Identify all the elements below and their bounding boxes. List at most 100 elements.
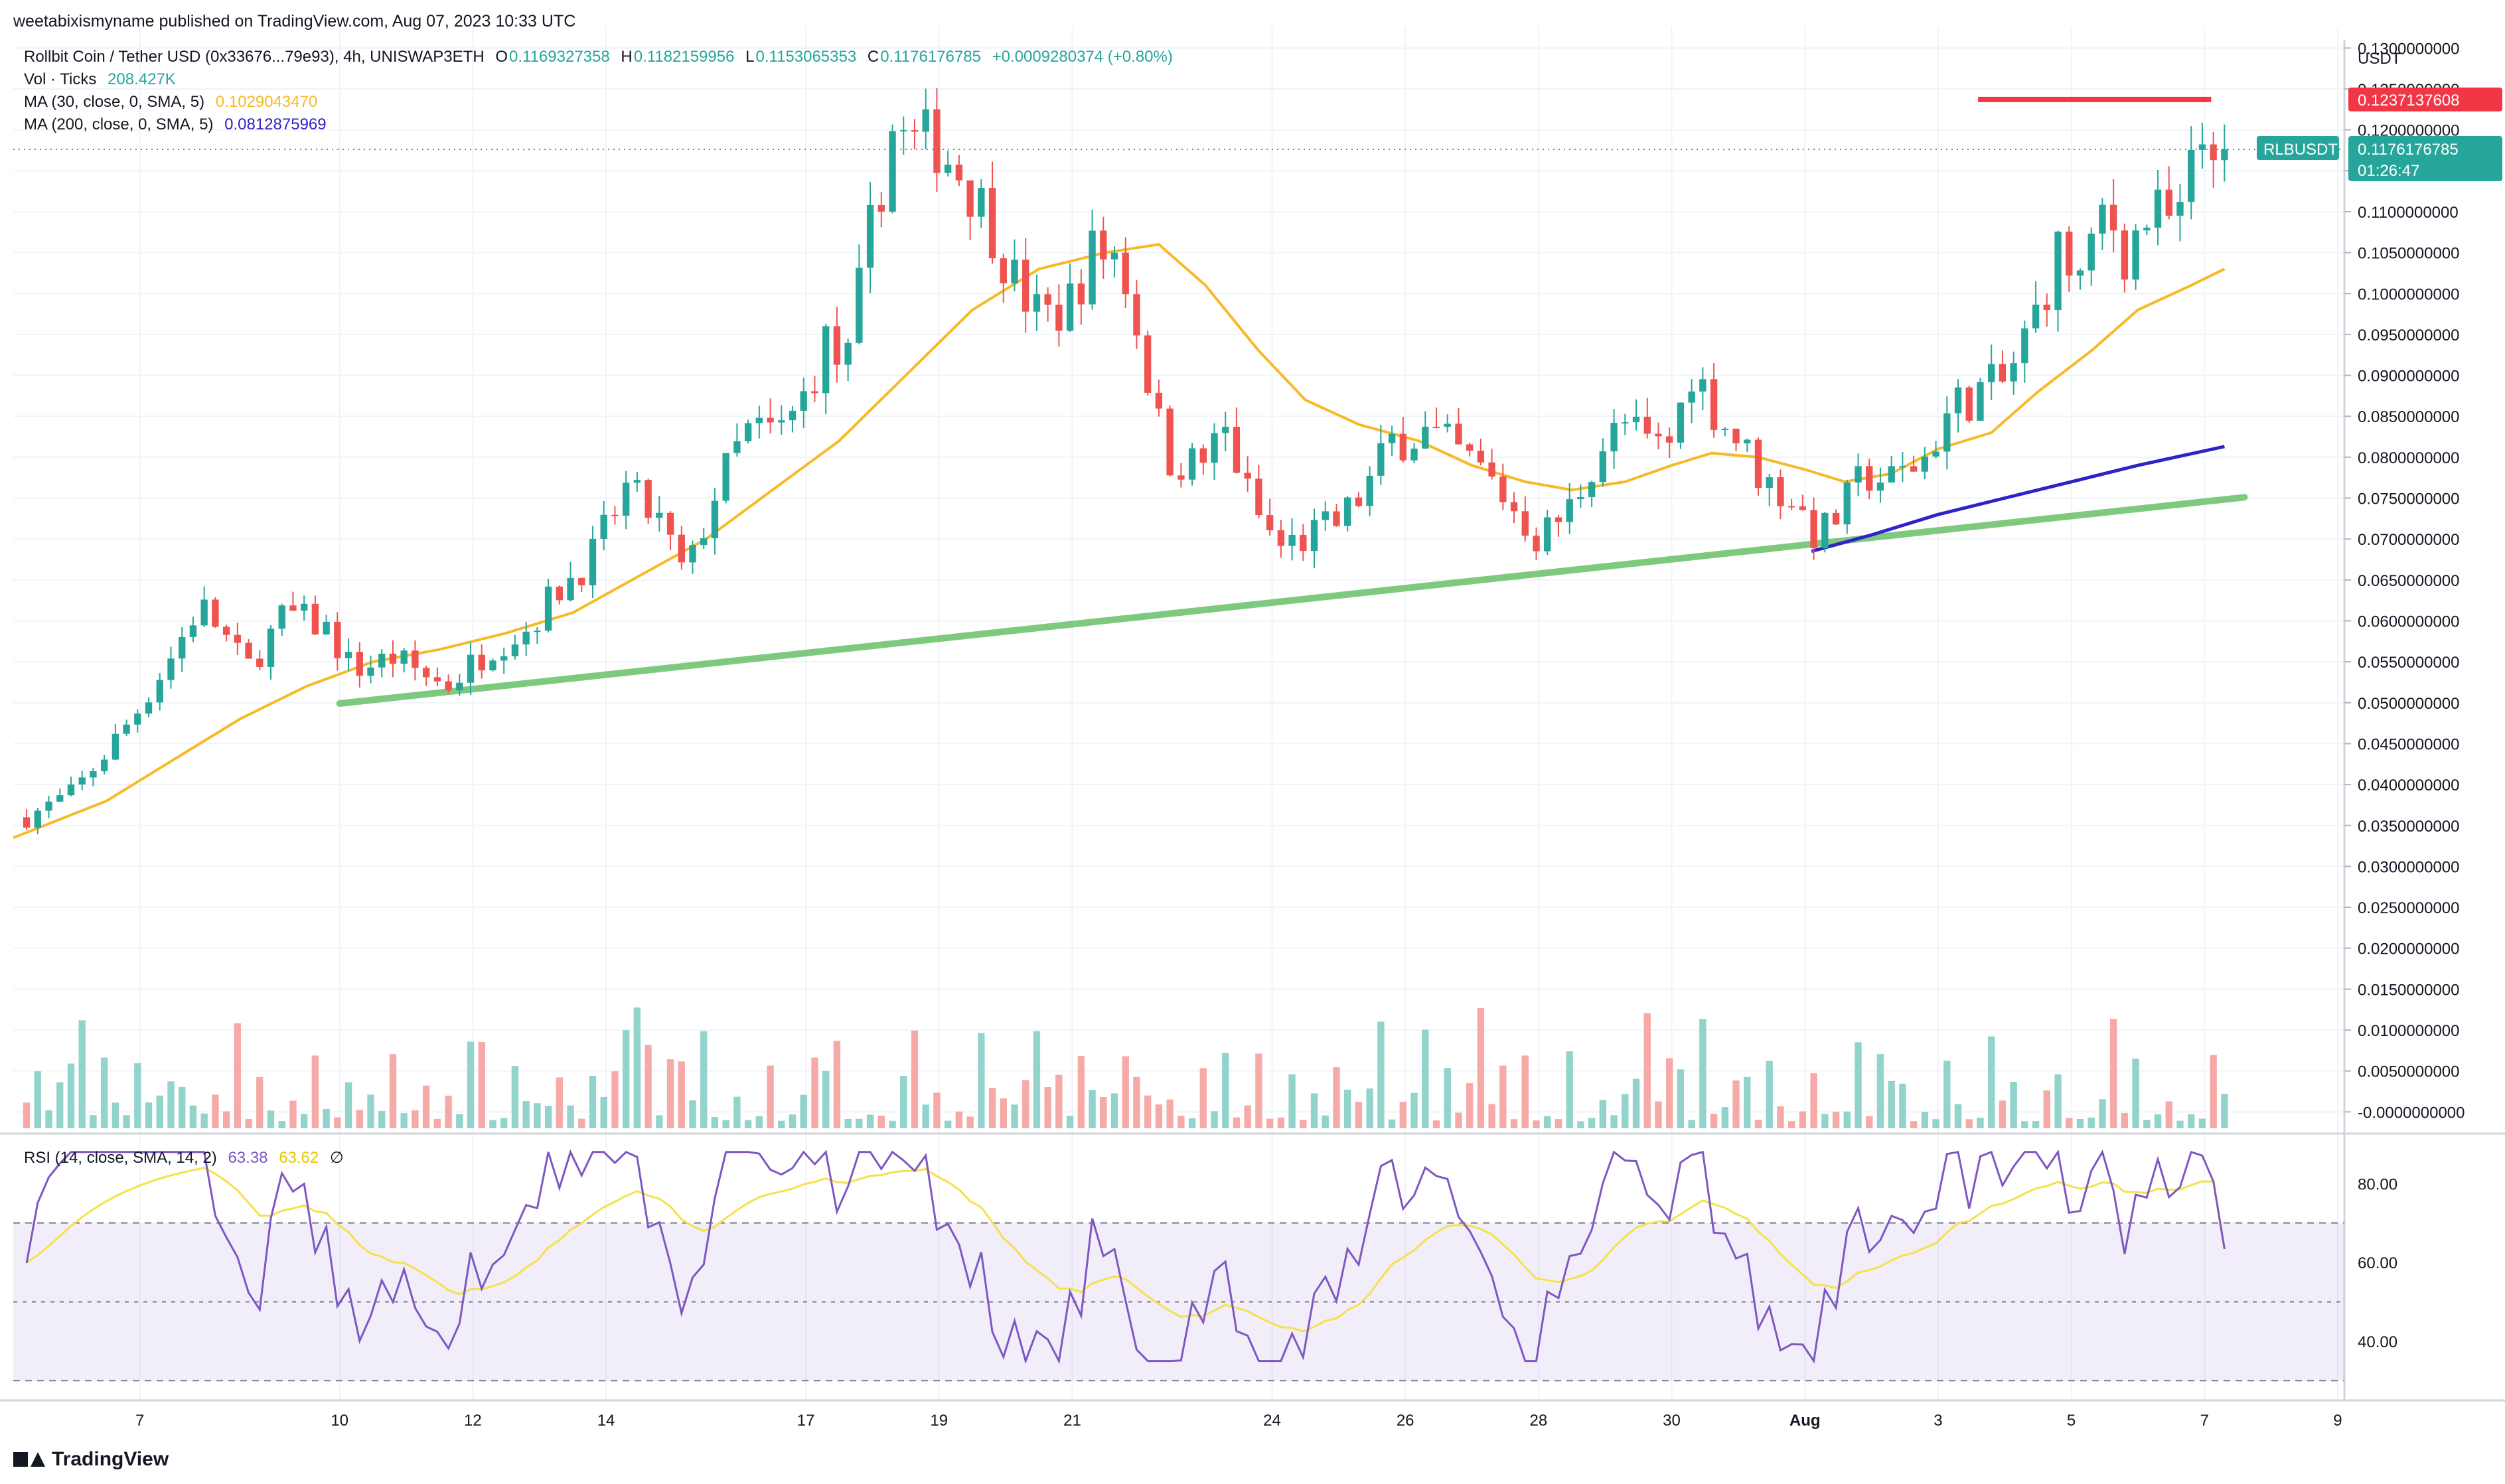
candle-body <box>179 636 186 659</box>
candle-body <box>1122 252 1129 295</box>
candle-body <box>522 631 530 645</box>
volume-bar <box>1766 1061 1773 1128</box>
volume-bar <box>256 1076 264 1128</box>
candle-body <box>622 482 630 516</box>
volume-bar <box>1100 1096 1107 1128</box>
volume-label[interactable]: Vol · Ticks <box>24 70 97 88</box>
volume-bar <box>289 1100 297 1128</box>
candle-body <box>1533 536 1540 552</box>
time-axis[interactable]: 7 10 12 14 17 19 21 24 26 28 30 Aug 3 5 7 9 <box>135 1412 2342 1430</box>
volume-bar <box>1510 1119 1518 1128</box>
candle-body <box>589 538 597 585</box>
volume-bar <box>844 1118 852 1128</box>
volume-bar <box>689 1100 696 1128</box>
candle-body <box>1255 479 1262 516</box>
volume-bar <box>877 1116 885 1128</box>
candle-body <box>1033 294 1041 312</box>
volume-bar <box>378 1111 386 1128</box>
candle-body <box>1322 511 1329 520</box>
price-axis[interactable]: USDT0.13000000000.12500000000.1200000000… <box>2257 40 2502 1122</box>
volume-bar <box>1466 1083 1474 1128</box>
volume-bar <box>978 1033 985 1128</box>
rsi-tick-label: 80.00 <box>2358 1175 2397 1193</box>
rsi-axis[interactable]: 80.00 60.00 40.00 <box>2358 1175 2397 1351</box>
candle-body <box>722 453 729 501</box>
candle-body <box>467 654 475 683</box>
volume-legend: Vol · Ticks 208.427K <box>24 70 183 89</box>
volume-bar <box>278 1121 285 1128</box>
candle-body <box>933 109 941 173</box>
candle-body <box>1244 473 1251 479</box>
volume-bar <box>456 1114 463 1128</box>
volume-bar <box>1977 1118 1984 1128</box>
volume-bar <box>1388 1119 1396 1128</box>
candle-body <box>1177 475 1185 480</box>
volume-bar <box>179 1086 186 1128</box>
candle-body <box>911 130 919 132</box>
candle-body <box>212 599 219 627</box>
candle-body <box>45 801 52 811</box>
volume-bar <box>2076 1118 2084 1128</box>
support-line-path <box>336 494 2248 707</box>
tradingview-logo[interactable]: TradingView <box>13 1448 169 1471</box>
candle-body <box>578 577 585 585</box>
volume-bar <box>933 1092 941 1128</box>
candle-body <box>978 188 985 217</box>
candle-body <box>234 634 242 643</box>
volume-bar <box>1066 1116 1074 1128</box>
candle-body <box>1666 436 1673 443</box>
ma30-label[interactable]: MA (30, close, 0, SMA, 5) <box>24 93 205 111</box>
volume-bar <box>1855 1042 1862 1128</box>
candle-body <box>1932 451 1939 457</box>
rsi-extra: ∅ <box>329 1149 344 1167</box>
candle-body <box>1188 448 1196 480</box>
volume-bar <box>1277 1117 1285 1128</box>
volume-bar <box>1643 1013 1651 1128</box>
rsi-path <box>25 1149 2226 1365</box>
volume-bar <box>645 1045 652 1128</box>
candle-body <box>711 500 719 538</box>
volume-bar <box>833 1041 841 1128</box>
candle-body <box>2143 228 2151 231</box>
candle-body <box>489 660 496 671</box>
volume-bar <box>245 1119 252 1128</box>
rsi-tick-label: 40.00 <box>2358 1333 2397 1351</box>
rsi-label[interactable]: RSI (14, close, SMA, 14, 2) <box>24 1149 217 1167</box>
volume-bar <box>1533 1120 1540 1128</box>
candle-body <box>1876 482 1884 491</box>
ma200-label[interactable]: MA (200, close, 0, SMA, 5) <box>24 115 214 133</box>
candle-body <box>877 204 885 212</box>
volume-bar <box>1322 1115 1329 1128</box>
volume-bar <box>666 1059 674 1128</box>
volume-bar <box>656 1115 663 1128</box>
candle-body <box>1388 433 1396 443</box>
candle-body <box>2109 204 2117 231</box>
candle-body <box>1899 466 1906 468</box>
candle-body <box>344 652 352 658</box>
support-trendline[interactable] <box>336 494 2248 707</box>
price-tick-label: 0.0650000000 <box>2358 572 2460 590</box>
volume-bar <box>556 1077 563 1128</box>
rsi-sma-value: 63.62 <box>279 1149 319 1167</box>
price-tick-label: 0.1050000000 <box>2358 245 2460 263</box>
volume-histogram <box>23 1007 2228 1128</box>
candle-body <box>289 605 297 611</box>
volume-bar <box>500 1118 508 1128</box>
volume-bar <box>1011 1104 1018 1128</box>
volume-bar <box>1410 1092 1418 1128</box>
candle-body <box>311 603 319 634</box>
symbol-title[interactable]: Rollbit Coin / Tether USD (0x33676...79e… <box>24 48 485 66</box>
candle-body <box>222 627 230 635</box>
candle-body <box>1977 382 1984 421</box>
candle-body <box>1166 408 1174 476</box>
candle-body <box>34 810 41 828</box>
time-tick-label: 21 <box>1063 1412 1081 1430</box>
volume-bar <box>1921 1112 1929 1128</box>
candle-body <box>1921 456 1929 472</box>
volume-bar <box>2054 1074 2062 1128</box>
candle-body <box>1155 392 1163 409</box>
candle-body <box>2088 233 2095 271</box>
resistance-line[interactable] <box>13 96 2344 151</box>
candle-body <box>611 514 619 516</box>
